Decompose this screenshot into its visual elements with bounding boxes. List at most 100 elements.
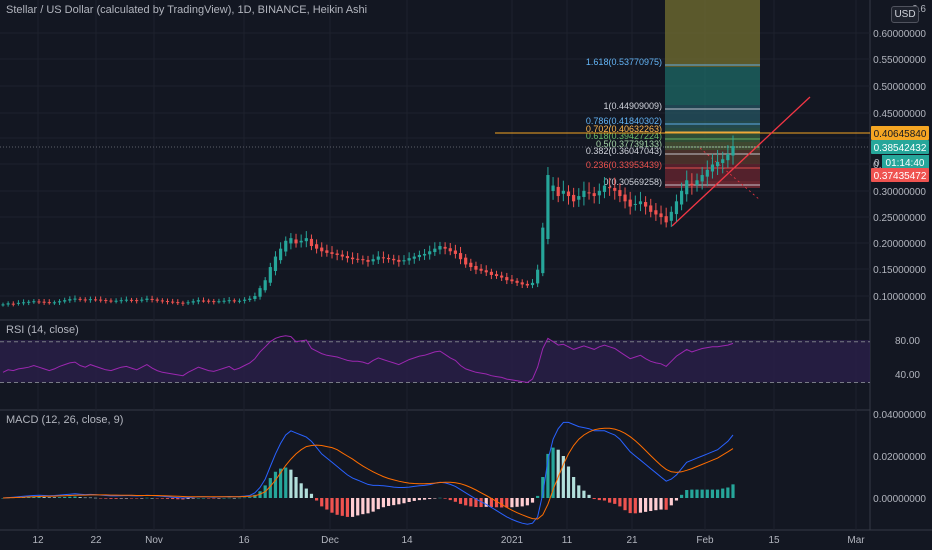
macd-histogram-bar <box>546 453 550 498</box>
macd-histogram-bar <box>705 489 709 498</box>
macd-histogram-bar <box>695 489 699 498</box>
candle-body <box>114 300 118 302</box>
macd-histogram-bar <box>613 498 617 504</box>
candle-body <box>273 256 278 271</box>
candle-body <box>155 299 159 301</box>
price-tick-label: 0.45000000 <box>873 109 926 120</box>
candle-body <box>227 300 231 302</box>
macd-histogram-bar <box>731 484 735 498</box>
fib-zone <box>665 134 760 142</box>
macd-histogram-bar <box>361 498 365 515</box>
signal-line <box>2 427 734 520</box>
macd-histogram-bar <box>171 498 175 500</box>
macd-histogram-bar <box>566 466 571 498</box>
candle-body <box>633 203 637 205</box>
candle-body <box>469 262 473 268</box>
time-tick-label: 14 <box>401 535 413 546</box>
candle-body <box>613 187 617 191</box>
macd-histogram-bar <box>623 498 627 511</box>
rsi-axis-label: 40.00 <box>895 370 920 381</box>
macd-histogram-bar <box>57 497 62 498</box>
rsi-line <box>2 335 734 384</box>
macd-histogram-bar <box>340 498 344 516</box>
candle-body <box>135 300 139 302</box>
candle-body <box>679 190 684 205</box>
macd-histogram-bar <box>515 498 519 507</box>
macd-histogram-bar <box>186 498 190 499</box>
candle-body <box>489 271 493 275</box>
macd-histogram-bar <box>577 485 581 498</box>
candle-body <box>93 299 98 301</box>
candle-body <box>212 301 216 303</box>
macd-histogram-bar <box>104 498 108 499</box>
price-tick-label: 0.30000000 <box>873 187 926 198</box>
macd-histogram-bar <box>320 498 324 507</box>
currency-button[interactable]: USD <box>891 6 919 23</box>
candle-body <box>726 153 730 161</box>
candle-body <box>361 259 365 261</box>
candle-body <box>597 190 601 196</box>
macd-histogram-bar <box>417 498 422 501</box>
macd-histogram-bar <box>212 498 216 499</box>
candle-body <box>577 196 581 200</box>
candle-body <box>104 300 108 302</box>
candle-body <box>479 268 483 271</box>
macd-histogram-bar <box>165 498 170 499</box>
macd-histogram-bar <box>73 496 77 498</box>
candle-body <box>448 248 452 252</box>
candle-body <box>500 275 504 278</box>
macd-histogram-bar <box>42 497 46 498</box>
candle-body <box>674 201 679 215</box>
macd-histogram-bar <box>397 498 401 505</box>
macd-histogram-bar <box>592 498 596 500</box>
macd-histogram-bar <box>479 498 483 508</box>
macd-histogram-bar <box>721 488 725 498</box>
low-price-tag: 0.37435472 <box>874 171 927 182</box>
candle-body <box>386 257 391 260</box>
macd-histogram-bar <box>458 498 463 504</box>
candle-body <box>335 253 339 255</box>
candle-body <box>6 303 10 305</box>
fib-level-label: 0.382(0.36047043) <box>586 146 662 156</box>
candle-body <box>201 300 206 302</box>
fib-zone <box>665 67 760 105</box>
macd-histogram-bar <box>207 498 211 499</box>
candle-body <box>438 246 442 250</box>
candle-body <box>124 299 128 301</box>
time-tick-label: 22 <box>90 535 102 546</box>
macd-histogram-bar <box>659 498 663 510</box>
price-tick-label: 0.10000000 <box>873 292 926 303</box>
macd-histogram-bar <box>587 494 591 498</box>
price-partial-label: 0 <box>874 158 880 169</box>
macd-histogram-bar <box>99 498 103 499</box>
macd-histogram-bar <box>726 487 730 498</box>
macd-histogram-bar <box>469 498 473 507</box>
macd-histogram-bar <box>638 498 643 513</box>
macd-label: MACD (12, 26, close, 9) <box>6 414 124 426</box>
macd-axis-label: 0.04000000 <box>873 410 926 421</box>
hline-price-tag-bg <box>871 126 929 140</box>
macd-histogram-bar <box>160 498 164 499</box>
candle-body <box>253 296 257 299</box>
macd-histogram-bar <box>124 498 128 499</box>
macd-histogram-bar <box>129 498 134 499</box>
candle-body <box>654 210 658 215</box>
candle-body <box>520 282 524 285</box>
macd-histogram-bar <box>715 489 720 498</box>
macd-histogram-bar <box>597 498 601 501</box>
macd-histogram-bar <box>674 498 679 501</box>
candle-body <box>248 298 252 300</box>
candle-body <box>715 161 720 167</box>
candle-body <box>546 175 550 239</box>
macd-histogram-bar <box>484 498 488 507</box>
macd-histogram-bar <box>700 489 704 498</box>
candle-body <box>330 252 334 254</box>
candle-body <box>32 301 36 303</box>
price-tick-label: 0.6 <box>912 4 926 15</box>
macd-histogram-bar <box>654 498 658 511</box>
fib-level-label: 0.786(0.41840302) <box>586 116 662 126</box>
candle-body <box>525 283 529 286</box>
price-tick-label: 0.20000000 <box>873 239 926 250</box>
macd-histogram-bar <box>350 498 355 517</box>
